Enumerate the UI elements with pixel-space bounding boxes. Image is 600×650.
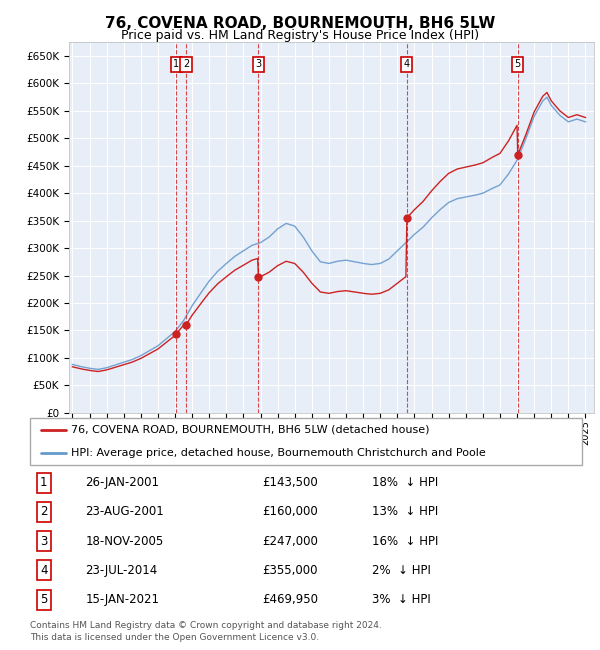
Text: 2%  ↓ HPI: 2% ↓ HPI (372, 564, 431, 577)
Text: 4: 4 (40, 564, 47, 577)
Text: 4: 4 (404, 59, 410, 69)
Text: 18-NOV-2005: 18-NOV-2005 (85, 534, 163, 547)
Text: 13%  ↓ HPI: 13% ↓ HPI (372, 506, 439, 519)
Text: 2: 2 (183, 59, 189, 69)
Text: £247,000: £247,000 (262, 534, 318, 547)
Text: 1: 1 (40, 476, 47, 489)
Text: Contains HM Land Registry data © Crown copyright and database right 2024.
This d: Contains HM Land Registry data © Crown c… (30, 621, 382, 642)
Text: 18%  ↓ HPI: 18% ↓ HPI (372, 476, 439, 489)
Text: 3: 3 (256, 59, 262, 69)
Text: 23-AUG-2001: 23-AUG-2001 (85, 506, 164, 519)
Text: 23-JUL-2014: 23-JUL-2014 (85, 564, 157, 577)
Text: £160,000: £160,000 (262, 506, 317, 519)
Text: 3%  ↓ HPI: 3% ↓ HPI (372, 593, 431, 606)
Text: 15-JAN-2021: 15-JAN-2021 (85, 593, 159, 606)
Text: 26-JAN-2001: 26-JAN-2001 (85, 476, 159, 489)
Text: £143,500: £143,500 (262, 476, 317, 489)
Text: 3: 3 (40, 534, 47, 547)
Text: 5: 5 (515, 59, 521, 69)
Text: Price paid vs. HM Land Registry's House Price Index (HPI): Price paid vs. HM Land Registry's House … (121, 29, 479, 42)
Text: 76, COVENA ROAD, BOURNEMOUTH, BH6 5LW (detached house): 76, COVENA ROAD, BOURNEMOUTH, BH6 5LW (d… (71, 424, 430, 435)
Text: 16%  ↓ HPI: 16% ↓ HPI (372, 534, 439, 547)
Text: 5: 5 (40, 593, 47, 606)
Text: 2: 2 (40, 506, 47, 519)
Text: HPI: Average price, detached house, Bournemouth Christchurch and Poole: HPI: Average price, detached house, Bour… (71, 448, 486, 458)
Text: 76, COVENA ROAD, BOURNEMOUTH, BH6 5LW: 76, COVENA ROAD, BOURNEMOUTH, BH6 5LW (105, 16, 495, 31)
Text: £355,000: £355,000 (262, 564, 317, 577)
Text: £469,950: £469,950 (262, 593, 318, 606)
Text: 1: 1 (173, 59, 179, 69)
